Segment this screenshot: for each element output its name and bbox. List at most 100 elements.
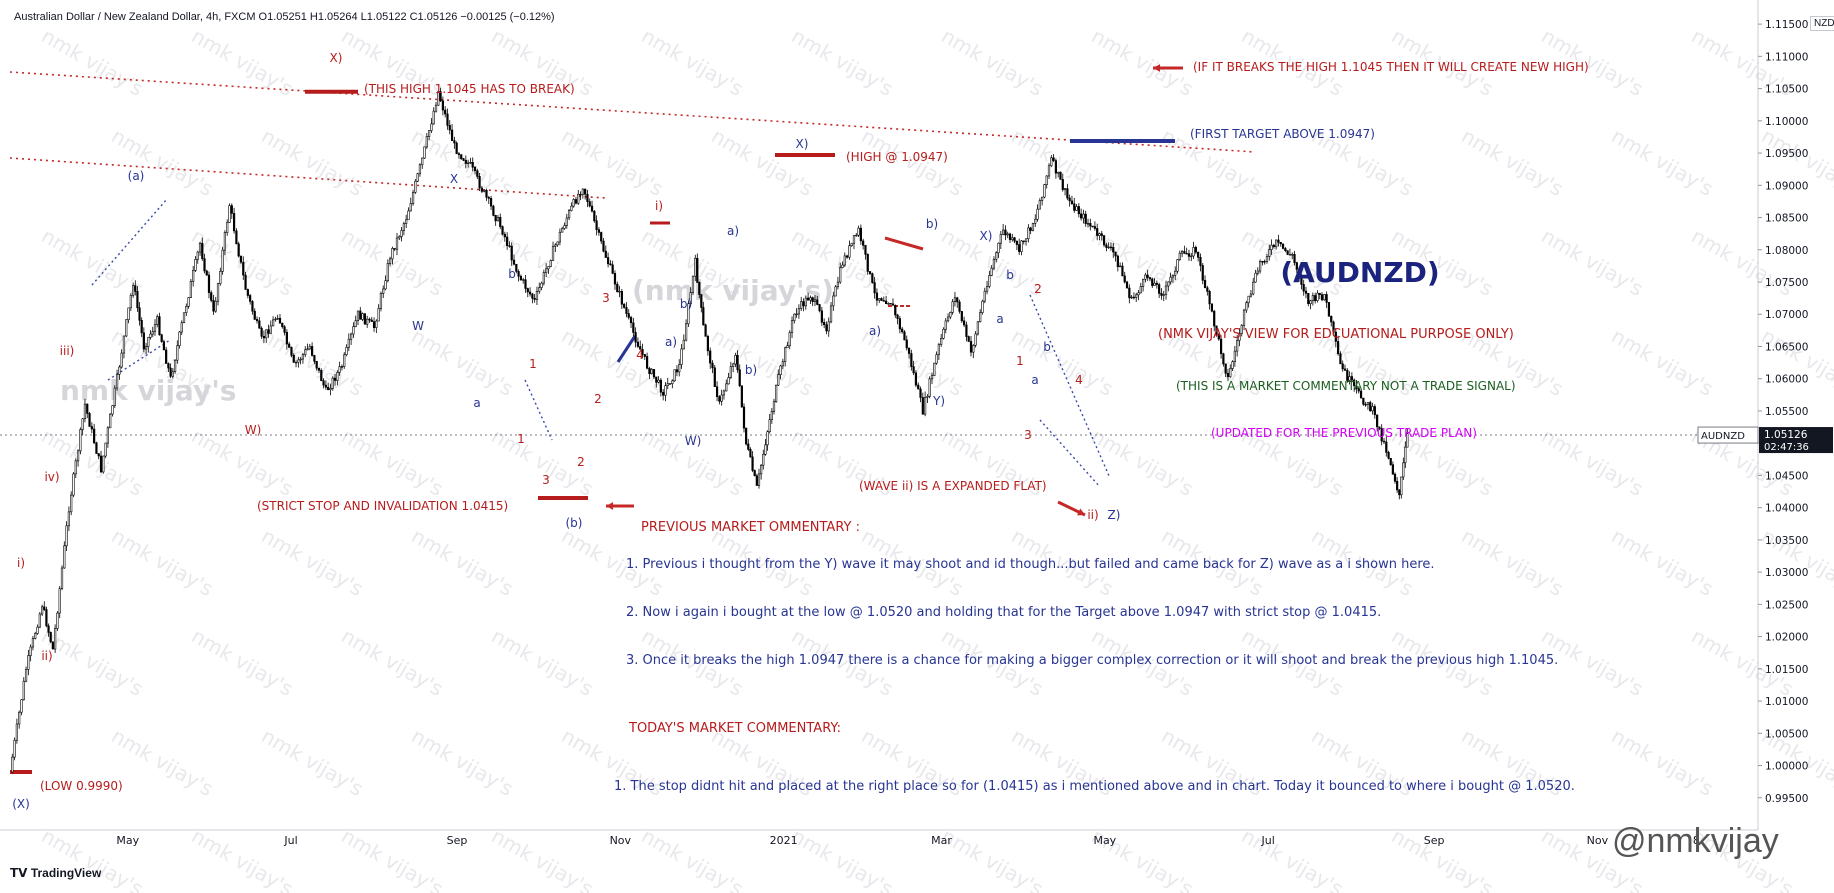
candle-body: [194, 259, 197, 271]
candle-body: [136, 291, 139, 309]
candle-body: [489, 198, 493, 207]
candle-body: [1263, 261, 1266, 263]
candle-body: [400, 230, 403, 237]
candle-body: [632, 322, 635, 333]
candle-body: [109, 413, 112, 429]
candle-body: [54, 628, 57, 650]
candles-layer: [11, 87, 1409, 773]
candle-body: [1210, 303, 1214, 312]
candle-body: [1018, 244, 1021, 252]
price-tick-label: 1.09000: [1765, 180, 1808, 192]
candle-body: [800, 301, 803, 309]
wave-label-blue: a: [1031, 373, 1038, 387]
candle-body: [648, 367, 651, 374]
candle-body: [405, 219, 408, 224]
candle-body: [1256, 270, 1259, 274]
candle-body: [547, 266, 550, 270]
candle-body: [265, 329, 268, 339]
tradingview-logo[interactable]: 𝗧𝗩 TradingView: [10, 866, 101, 880]
candle-body: [1041, 196, 1044, 201]
wave-labels-layer: X) i) ii) iii) iv) W) i) 1 2 3 4 1 2 3 1 2 3 4 ii) (a) X Wb a (…: [12, 51, 1120, 811]
candle-body: [1346, 369, 1349, 381]
candle-body: [1279, 242, 1282, 245]
candle-body: [618, 291, 621, 293]
candle-body: [138, 307, 141, 321]
candle-body: [983, 290, 986, 302]
candle-body: [63, 545, 66, 569]
candle-body: [841, 264, 844, 268]
candle-body: [538, 287, 541, 292]
candle-body: [198, 242, 202, 253]
candle-body: [1034, 218, 1037, 224]
candle-body: [919, 388, 922, 398]
candle-body: [659, 379, 662, 393]
candle-body: [722, 390, 726, 396]
candle-body: [251, 301, 254, 312]
candle-body: [219, 271, 222, 284]
candle-body: [933, 362, 936, 376]
candle-body: [478, 176, 481, 189]
candle-body: [775, 384, 778, 403]
candle-body: [327, 386, 330, 391]
candle-body: [122, 335, 126, 354]
wave-label-red: X): [330, 51, 343, 65]
wave-label-blue: b: [508, 267, 516, 281]
watermark-text: nmk vijay's: [1458, 124, 1568, 201]
candle-body: [508, 245, 511, 247]
candle-body: [718, 396, 721, 402]
candle-body: [584, 188, 587, 195]
candle-body: [267, 329, 270, 334]
watermark-text: nmk vijay's: [258, 524, 368, 601]
candle-body: [93, 428, 96, 444]
annotation-this-high: (THIS HIGH 1.1045 HAS TO BREAK): [364, 82, 575, 96]
candle-body: [768, 419, 771, 432]
candle-body: [11, 756, 14, 773]
candle-body: [641, 349, 644, 355]
candle-body: [384, 280, 387, 290]
candle-body: [49, 632, 52, 643]
candle-body: [755, 475, 758, 486]
candle-body: [834, 286, 837, 297]
wave-label-blue: b: [1006, 268, 1014, 282]
candle-body: [1011, 237, 1014, 240]
candle-body: [485, 189, 488, 198]
candle-body: [1339, 353, 1342, 365]
watermark-text: nmk vijay's: [488, 624, 598, 701]
annotation-today-heading: TODAY'S MARKET COMMENTARY:: [628, 721, 841, 736]
candle-body: [1027, 227, 1030, 240]
candle-body: [749, 449, 752, 458]
price-tick-label: 1.10500: [1765, 84, 1808, 96]
flat-top-line: [884, 236, 924, 251]
candle-body: [317, 367, 321, 371]
candle-body: [574, 199, 578, 204]
candle-body: [1245, 302, 1248, 311]
wave-label-blue: X): [980, 229, 993, 243]
candle-body: [613, 273, 617, 285]
candle-body: [894, 304, 897, 316]
candle-body: [1288, 254, 1292, 256]
candle-body: [512, 259, 516, 265]
candle-body: [616, 283, 619, 293]
candle-body: [1036, 208, 1039, 220]
candle-body: [1002, 229, 1005, 235]
candle-body: [956, 297, 959, 303]
candle-body: [304, 349, 307, 355]
candle-body: [643, 354, 646, 357]
candle-body: [232, 213, 236, 232]
currency-badge[interactable]: NZD: [1810, 16, 1834, 31]
wave-label-red: 2: [594, 392, 602, 406]
wave-label-blue: b): [926, 217, 938, 231]
wave-label-blue: (a): [128, 169, 145, 183]
candle-body: [1162, 294, 1165, 296]
candle-body: [132, 285, 135, 296]
annotation-strict-stop: (STRICT STOP AND INVALIDATION 1.0415): [257, 499, 508, 513]
candle-body: [1082, 213, 1085, 219]
candle-body: [639, 346, 642, 350]
candle-body: [428, 130, 431, 137]
candle-body: [278, 317, 282, 324]
candle-body: [857, 227, 860, 236]
candle-body: [1178, 252, 1181, 260]
candle-body: [389, 258, 392, 264]
candle-body: [31, 638, 35, 648]
